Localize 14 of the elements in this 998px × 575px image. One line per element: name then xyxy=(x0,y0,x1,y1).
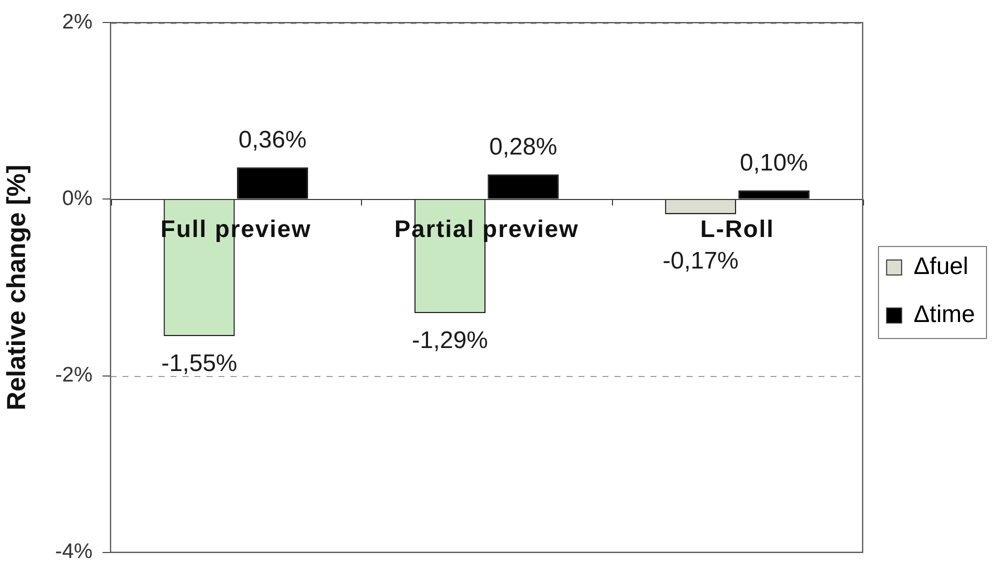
data-label: -1,55% xyxy=(161,350,238,378)
y-axis-title: Relative change [%] xyxy=(0,164,31,410)
y-tick-label: -2% xyxy=(55,364,93,387)
data-label: -1,29% xyxy=(412,327,488,354)
y-tick-label: -4% xyxy=(55,540,93,564)
legend-label: Δtime xyxy=(914,301,976,328)
data-label: -0,17% xyxy=(662,248,739,274)
data-label: 0,28% xyxy=(489,133,558,160)
x-tick-label: L-Roll xyxy=(700,216,774,244)
data-label: 0,10% xyxy=(740,149,808,176)
y-tick-label: 2% xyxy=(62,10,93,34)
data-label: 0,36% xyxy=(238,126,307,154)
legend-label: Δfuel xyxy=(914,253,968,280)
y-tick-label: 0% xyxy=(62,186,93,210)
